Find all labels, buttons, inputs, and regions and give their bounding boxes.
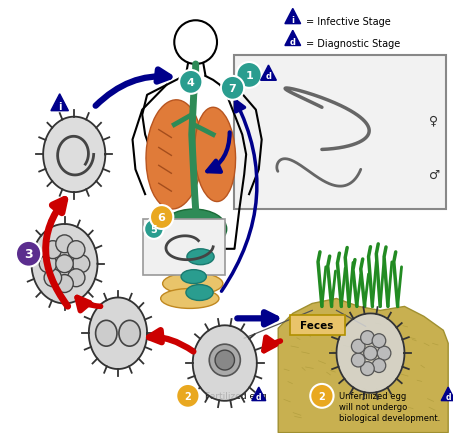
Text: 2: 2 (319, 391, 326, 401)
Text: d: d (445, 392, 451, 401)
Polygon shape (32, 224, 98, 304)
Text: 1: 1 (245, 71, 253, 81)
Ellipse shape (186, 285, 213, 301)
Polygon shape (285, 31, 301, 46)
Ellipse shape (146, 101, 203, 210)
Circle shape (44, 241, 61, 259)
Circle shape (221, 77, 244, 101)
Ellipse shape (96, 321, 117, 346)
Polygon shape (260, 66, 276, 81)
Circle shape (377, 346, 391, 360)
Text: d: d (256, 392, 261, 401)
Polygon shape (285, 10, 301, 25)
Ellipse shape (159, 257, 218, 277)
Text: 6: 6 (158, 213, 166, 223)
Ellipse shape (181, 270, 206, 284)
Ellipse shape (194, 108, 236, 202)
Circle shape (372, 334, 386, 348)
Text: will not undergo: will not undergo (339, 402, 408, 411)
Circle shape (361, 331, 374, 345)
Text: d: d (290, 37, 296, 46)
Circle shape (16, 241, 41, 267)
Text: Unfertilized egg: Unfertilized egg (339, 391, 407, 400)
Circle shape (310, 384, 333, 408)
Text: 3: 3 (24, 248, 33, 261)
Polygon shape (43, 117, 105, 193)
Circle shape (361, 362, 374, 376)
Circle shape (372, 359, 386, 373)
Polygon shape (51, 95, 68, 112)
Text: 5: 5 (151, 224, 157, 234)
Circle shape (150, 206, 173, 230)
Circle shape (144, 220, 164, 239)
Text: Fertilized egg: Fertilized egg (206, 391, 267, 401)
Polygon shape (278, 299, 448, 433)
Text: 4: 4 (187, 78, 195, 88)
Text: 2: 2 (185, 391, 191, 401)
Circle shape (352, 353, 365, 367)
Circle shape (176, 384, 199, 408)
Ellipse shape (161, 289, 219, 309)
Ellipse shape (161, 210, 227, 249)
Text: i: i (58, 102, 61, 112)
Circle shape (236, 63, 262, 89)
Text: biological development.: biological development. (339, 413, 441, 422)
Circle shape (364, 346, 377, 360)
Text: = Infective Stage: = Infective Stage (306, 17, 391, 27)
Text: ♂: ♂ (429, 168, 440, 181)
Polygon shape (252, 387, 266, 401)
Polygon shape (441, 387, 455, 401)
FancyArrowPatch shape (207, 133, 230, 172)
Circle shape (56, 255, 73, 273)
Text: ♀: ♀ (429, 114, 438, 127)
FancyArrowPatch shape (149, 330, 193, 352)
Ellipse shape (161, 238, 223, 260)
FancyArrowPatch shape (264, 337, 280, 351)
Ellipse shape (163, 273, 223, 295)
FancyArrowPatch shape (46, 200, 68, 306)
Circle shape (67, 241, 85, 259)
Circle shape (67, 269, 85, 287)
Circle shape (56, 275, 73, 293)
FancyArrowPatch shape (77, 298, 100, 311)
FancyArrowPatch shape (96, 70, 169, 106)
Ellipse shape (187, 249, 214, 265)
FancyBboxPatch shape (234, 56, 446, 210)
Circle shape (56, 235, 73, 253)
Ellipse shape (119, 321, 140, 346)
Circle shape (44, 269, 61, 287)
Text: d: d (266, 72, 272, 81)
Polygon shape (89, 298, 147, 369)
Text: i: i (291, 16, 294, 25)
Text: Feces: Feces (300, 321, 334, 331)
Circle shape (179, 71, 202, 95)
Circle shape (209, 345, 240, 376)
Polygon shape (193, 326, 257, 401)
Text: 7: 7 (229, 84, 236, 94)
Circle shape (352, 339, 365, 353)
Circle shape (72, 255, 90, 273)
Polygon shape (337, 314, 405, 393)
FancyBboxPatch shape (290, 316, 345, 335)
Circle shape (215, 350, 234, 370)
Text: = Diagnostic Stage: = Diagnostic Stage (306, 39, 401, 49)
FancyBboxPatch shape (143, 220, 225, 275)
Circle shape (39, 255, 57, 273)
